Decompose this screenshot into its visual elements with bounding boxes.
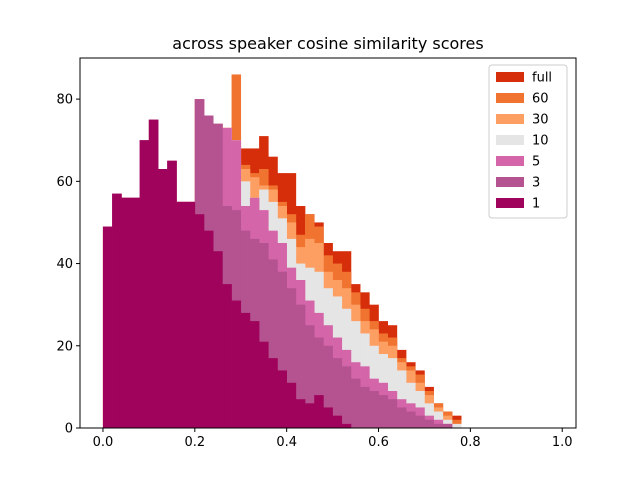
x-tick-label: 0.6 — [368, 435, 389, 450]
bar-1-23 — [314, 395, 324, 428]
bar-1-8 — [176, 201, 186, 428]
bar-3-28 — [360, 386, 370, 428]
bar-1-16 — [249, 321, 260, 428]
x-tick-label: 0.0 — [93, 435, 114, 450]
bar-1-2 — [121, 197, 131, 428]
bar-3-22 — [305, 325, 315, 428]
legend-swatch-full — [496, 72, 524, 82]
legend-label-3: 3 — [532, 176, 540, 191]
bar-3-19 — [277, 271, 287, 428]
bar-1-5 — [148, 119, 159, 429]
bar-1-7 — [167, 160, 177, 428]
bar-3-26 — [341, 366, 352, 428]
legend-swatch-5 — [496, 156, 524, 166]
bar-3-24 — [323, 345, 333, 428]
bar-1-22 — [305, 403, 315, 428]
legend-label-10: 10 — [532, 134, 549, 149]
legend-swatch-1 — [496, 198, 524, 208]
legend-swatch-30 — [496, 114, 524, 124]
bar-1-26 — [341, 423, 352, 428]
bar-3-27 — [350, 378, 361, 428]
y-tick-label: 20 — [56, 339, 73, 354]
bar-1-24 — [323, 407, 333, 428]
legend: full 60 30 10 5 3 1 — [488, 64, 568, 219]
legend-label-5: 5 — [532, 155, 540, 170]
bar-1-14 — [231, 300, 242, 428]
bar-3-21 — [295, 304, 306, 428]
legend-label-30: 30 — [532, 113, 549, 128]
bar-3-29 — [369, 391, 379, 428]
bar-1-9 — [185, 201, 196, 428]
bar-1-1 — [112, 193, 122, 428]
bar-3-36 — [433, 423, 444, 428]
bar-1-3 — [130, 197, 141, 428]
x-tick-label: 1.0 — [552, 435, 573, 450]
bar-1-18 — [268, 358, 278, 428]
bar-3-31 — [387, 399, 398, 428]
bar-1-20 — [286, 382, 297, 428]
bar-3-18 — [268, 259, 278, 428]
plot-frame — [79, 57, 577, 429]
bar-3-30 — [378, 395, 389, 428]
legend-label-full: full — [532, 71, 552, 86]
legend-swatch-60 — [496, 93, 524, 103]
y-tick-label: 80 — [56, 93, 73, 108]
bar-1-6 — [158, 169, 168, 428]
bar-3-33 — [406, 411, 416, 428]
bar-1-25 — [332, 415, 343, 428]
legend-swatch-3 — [496, 177, 524, 187]
bar-1-13 — [222, 284, 232, 428]
bar-1-0 — [102, 226, 113, 428]
y-tick-label: 40 — [56, 257, 73, 272]
y-axis: 0 20 40 60 80 — [56, 93, 80, 437]
x-tick-label: 0.8 — [460, 435, 481, 450]
bar-3-17 — [259, 243, 269, 428]
y-tick-label: 60 — [56, 175, 73, 190]
series-1 — [102, 119, 352, 429]
bar-1-10 — [194, 214, 205, 428]
legend-label-60: 60 — [532, 92, 549, 107]
bar-1-19 — [277, 370, 287, 428]
bar-1-12 — [213, 251, 223, 428]
legend-label-1: 1 — [532, 197, 540, 212]
bar-10-35 — [424, 403, 434, 428]
bar-3-23 — [314, 337, 324, 428]
bar-3-35 — [424, 419, 434, 428]
bar-1-21 — [295, 399, 306, 428]
bar-10-38 — [452, 423, 462, 428]
bar-3-37 — [442, 423, 453, 428]
bar-3-20 — [286, 288, 297, 428]
bar-3-34 — [415, 415, 425, 428]
x-axis: 0.0 0.2 0.4 0.6 0.8 1.0 — [93, 428, 573, 450]
bar-1-15 — [240, 312, 251, 428]
bar-1-17 — [259, 341, 269, 428]
bar-3-25 — [332, 358, 343, 428]
bar-1-4 — [139, 140, 150, 428]
chart-title: across speaker cosine similarity scores — [172, 34, 483, 53]
bar-1-11 — [204, 230, 214, 428]
x-tick-label: 0.4 — [276, 435, 297, 450]
x-tick-label: 0.2 — [184, 435, 205, 450]
bars-layer — [102, 74, 462, 429]
y-tick-label: 0 — [65, 422, 73, 437]
legend-swatch-10 — [496, 135, 524, 145]
bar-3-32 — [396, 407, 407, 428]
